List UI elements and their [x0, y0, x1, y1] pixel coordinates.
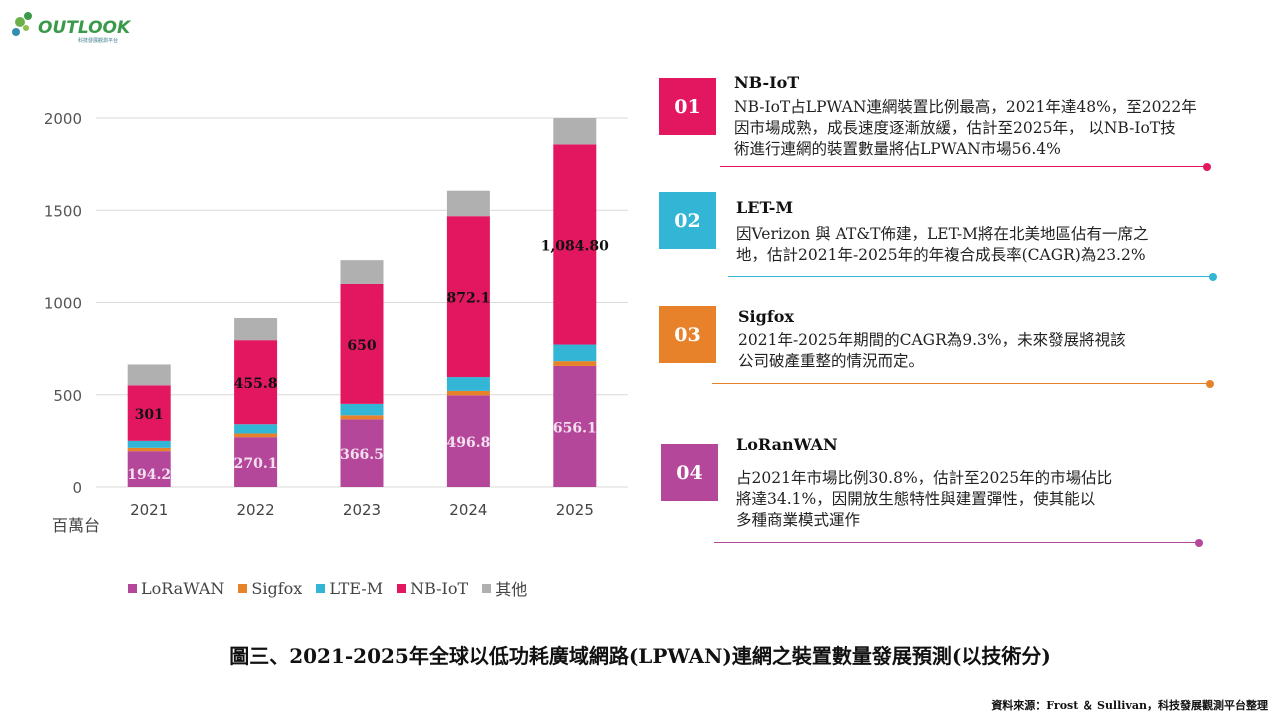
legend-label: LoRaWAN [141, 578, 225, 598]
bar-segment-sigfox [553, 361, 597, 366]
bar-segment-lte-m [340, 403, 384, 416]
card-divider-dot [1206, 379, 1214, 388]
bar-segment-sigfox [234, 433, 278, 438]
card-description-line: 術進行連網的裝置數量將佔LPWAN市場56.4% [734, 140, 1061, 158]
data-label: 455.8 [234, 376, 278, 392]
data-label: 270.1 [234, 456, 278, 472]
card-title: LET-M [736, 198, 794, 217]
card-title: LoRanWAN [736, 435, 838, 454]
card-description-line: 將達34.1%，因開放生態特性與建置彈性，使其能以 [736, 490, 1096, 508]
card-title: NB-IoT [734, 73, 800, 92]
card-description: 2021年-2025年期間的CAGR為9.3%，未來發展將視該 公司破產重整的情況… [738, 330, 1126, 372]
legend-swatch [482, 583, 492, 593]
bar-segment-- [553, 118, 597, 145]
bar-segment-- [340, 260, 384, 284]
card-description: 因Verizon 與 AT&T佈建，LET-M將在北美地區佔有一席之 地，估計20… [736, 224, 1149, 266]
card-title: Sigfox [738, 307, 794, 326]
bar-segment-- [446, 190, 490, 217]
card-description: 占2021年市場比例30.8%，估計至2025年的市場佔比 將達34.1%，因開放… [736, 468, 1112, 531]
bar-segment-nb-iot [127, 385, 171, 441]
card-description-line: 地，估計2021年-2025年的年複合成長率(CAGR)為23.2% [736, 246, 1146, 264]
data-label: 496.8 [446, 435, 490, 451]
x-tick-label: 2021 [130, 501, 168, 519]
outlook-logo: OUTLOOK 科技發展觀測平台 [8, 6, 131, 46]
legend-swatch [316, 583, 326, 593]
bar-segment-lte-m [234, 424, 278, 434]
source-note: 資料來源：Frost ＆ Sullivan，科技發展觀測平台整理 [991, 699, 1268, 712]
card-description-line: 因Verizon 與 AT&T佈建，LET-M將在北美地區佔有一席之 [736, 225, 1149, 243]
legend-label: NB-IoT [410, 578, 469, 598]
legend-item: NB-IoT [397, 576, 468, 600]
card-description-line: 公司破產重整的情況而定。 [738, 352, 925, 370]
bar-segment-- [234, 318, 278, 341]
y-axis-unit-label: 百萬台 [52, 516, 101, 535]
legend-item: LTE-M [316, 576, 383, 600]
bar-segment-lte-m [446, 377, 490, 391]
stacked-bar-chart: 0 500 1000 1500 2000 194.2 301 2021 270.1 455.8 20… [44, 110, 628, 519]
card-divider-dot [1203, 162, 1211, 171]
card-description-line: 多種商業模式運作 [736, 511, 861, 529]
y-tick-label: 500 [53, 387, 82, 405]
bar-segment-nb-iot [446, 216, 490, 378]
logo-text: OUTLOOK [38, 18, 131, 38]
bar-segment-sigfox [340, 415, 384, 420]
card-badge: 01 [659, 78, 716, 135]
data-label: 872.1 [446, 291, 490, 307]
legend-item: LoRaWAN [128, 576, 224, 600]
bar-segment-sigfox [446, 390, 490, 396]
logo-leaf-icon [12, 12, 32, 36]
card-divider-line [728, 276, 1213, 277]
data-label: 1,084.80 [541, 238, 609, 254]
bar-segment-nb-iot [553, 144, 597, 345]
legend-item: 其他 [482, 576, 527, 600]
y-tick-label: 1000 [44, 295, 82, 313]
x-tick-label: 2024 [449, 501, 487, 519]
data-label: 366.5 [340, 447, 384, 463]
bar-segment-sigfox [127, 447, 171, 452]
card-divider-line [720, 166, 1207, 167]
data-label: 194.2 [127, 467, 171, 483]
y-tick-label: 0 [72, 479, 82, 497]
figure-caption: 圖三、2021-2025年全球以低功耗廣域網路(LPWAN)連網之裝置數量發展預… [229, 644, 1051, 668]
card-badge: 02 [659, 192, 716, 249]
card-divider-line [712, 383, 1210, 384]
card-divider-line [714, 542, 1199, 543]
bar-segment-nb-iot [234, 340, 278, 425]
data-label: 650 [347, 338, 376, 354]
legend-swatch [238, 583, 248, 593]
card-divider-dot [1195, 538, 1203, 547]
x-tick-label: 2023 [343, 501, 381, 519]
legend-label: 其他 [495, 580, 528, 599]
legend-swatch [397, 583, 407, 593]
legend-item: Sigfox [238, 576, 302, 600]
logo-subtext: 科技發展觀測平台 [78, 38, 119, 44]
bar-segment-lte-m [553, 344, 597, 362]
y-tick-label: 1500 [44, 202, 82, 220]
x-tick-label: 2025 [556, 501, 594, 519]
card-badge: 03 [659, 306, 716, 363]
bar-segment-lorawan [446, 395, 490, 487]
bar-segment-lorawan [340, 419, 384, 487]
data-label: 301 [135, 407, 164, 423]
card-divider-dot [1209, 272, 1217, 281]
card-description-line: 占2021年市場比例30.8%，估計至2025年的市場佔比 [736, 469, 1113, 487]
bar-segment-nb-iot [340, 283, 384, 404]
bar-segment-lorawan [234, 437, 278, 487]
bar-segment-- [127, 364, 171, 386]
legend-swatch [128, 583, 137, 593]
chart-legend: LoRaWAN Sigfox LTE-M NB-IoT 其他 [128, 576, 527, 600]
card-description-line: 2021年-2025年期間的CAGR為9.3%，未來發展將視該 [738, 331, 1126, 349]
bar-segment-lorawan [553, 365, 597, 487]
bar-segment-lte-m [127, 440, 171, 448]
y-tick-label: 2000 [44, 110, 82, 128]
legend-label: LTE-M [329, 578, 384, 598]
card-description-line: NB-IoT占LPWAN連網裝置比例最高，2021年達48%，至2022年 [734, 98, 1197, 116]
card-description-line: 因市場成熟，成長速度逐漸放緩，估計至2025年， 以NB-IoT技 [734, 119, 1176, 137]
card-badge: 04 [661, 444, 718, 501]
card-description: NB-IoT占LPWAN連網裝置比例最高，2021年達48%，至2022年 因市場… [734, 97, 1197, 160]
legend-label: Sigfox [251, 578, 303, 598]
data-label: 656.1 [553, 420, 597, 436]
x-tick-label: 2022 [237, 501, 275, 519]
bar-segment-lorawan [127, 451, 171, 487]
